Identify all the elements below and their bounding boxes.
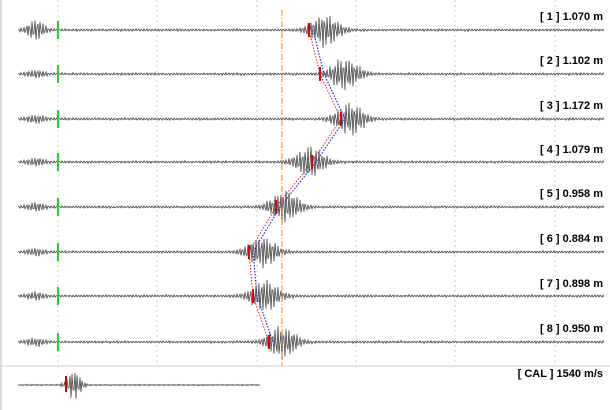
trace-label-1: [ 1 ] 1.070 m bbox=[540, 11, 603, 23]
trace-labels: [ 1 ] 1.070 m [ 2 ] 1.102 m [ 3 ] 1.172 … bbox=[518, 11, 604, 380]
waveform-trace-1 bbox=[17, 15, 605, 48]
trace-label-7: [ 7 ] 0.898 m bbox=[540, 278, 603, 290]
waveform-trace-8 bbox=[17, 325, 605, 359]
trace-label-5: [ 5 ] 0.958 m bbox=[540, 188, 603, 200]
waveform-trace-cal bbox=[17, 372, 260, 399]
trace-label-6: [ 6 ] 0.884 m bbox=[540, 233, 603, 245]
calibration-label: [ CAL ] 1540 m/s bbox=[518, 368, 603, 380]
waveform-trace-2 bbox=[17, 59, 605, 91]
waveform-trace-7 bbox=[17, 279, 605, 310]
trace-label-2: [ 2 ] 1.102 m bbox=[540, 55, 603, 67]
trace-label-8: [ 8 ] 0.950 m bbox=[540, 323, 603, 335]
waveform-trace-6 bbox=[17, 238, 605, 269]
waveforms bbox=[17, 15, 605, 399]
waveform-trace-3 bbox=[17, 102, 605, 136]
waveform-trace-5 bbox=[17, 190, 605, 224]
waveform-trace-4 bbox=[17, 146, 605, 176]
trace-label-3: [ 3 ] 1.172 m bbox=[540, 100, 603, 112]
trace-label-4: [ 4 ] 1.079 m bbox=[540, 144, 603, 156]
